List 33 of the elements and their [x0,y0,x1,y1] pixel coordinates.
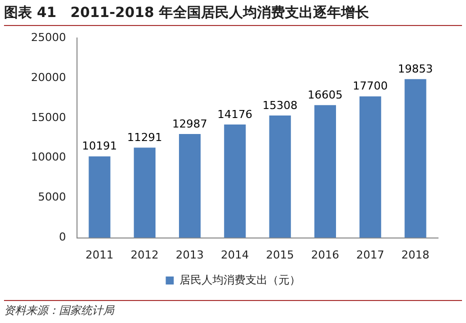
data-label: 14176 [217,108,252,121]
data-label: 19853 [398,62,433,76]
bar [224,124,246,238]
y-tick-label: 15000 [30,110,66,124]
y-tick-label: 5000 [38,190,66,204]
data-label: 15308 [262,98,298,112]
bar [269,115,291,238]
y-tick-label: 25000 [30,30,66,44]
data-label: 12987 [172,117,208,130]
y-tick-label: 20000 [30,70,66,84]
y-tick-label: 10000 [30,150,66,164]
x-tick-label: 2016 [311,248,340,262]
y-tick-label: 0 [58,230,66,244]
x-tick-label: 2017 [356,248,384,262]
data-label: 16605 [308,88,343,102]
x-tick-label: 2013 [176,248,204,262]
chart-title: 图表 41 2011-2018 年全国居民人均消费支出逐年增长 [4,4,462,26]
bar [314,105,336,238]
bar [178,134,201,238]
legend-label: 居民人均消费支出（元） [179,273,300,286]
x-tick-label: 2012 [130,248,159,262]
bar [88,156,110,238]
data-label: 11291 [127,130,162,144]
data-label: 10191 [82,140,118,153]
bar [404,79,426,238]
x-tick-label: 2018 [401,248,430,262]
x-tick-label: 2014 [220,248,249,262]
bar [359,96,382,238]
text: 资料来源：国家统计局 [4,304,114,317]
x-tick-label: 2015 [266,248,294,262]
x-tick-label: 2011 [86,248,114,262]
data-label: 17700 [352,80,388,93]
bar [134,148,156,238]
